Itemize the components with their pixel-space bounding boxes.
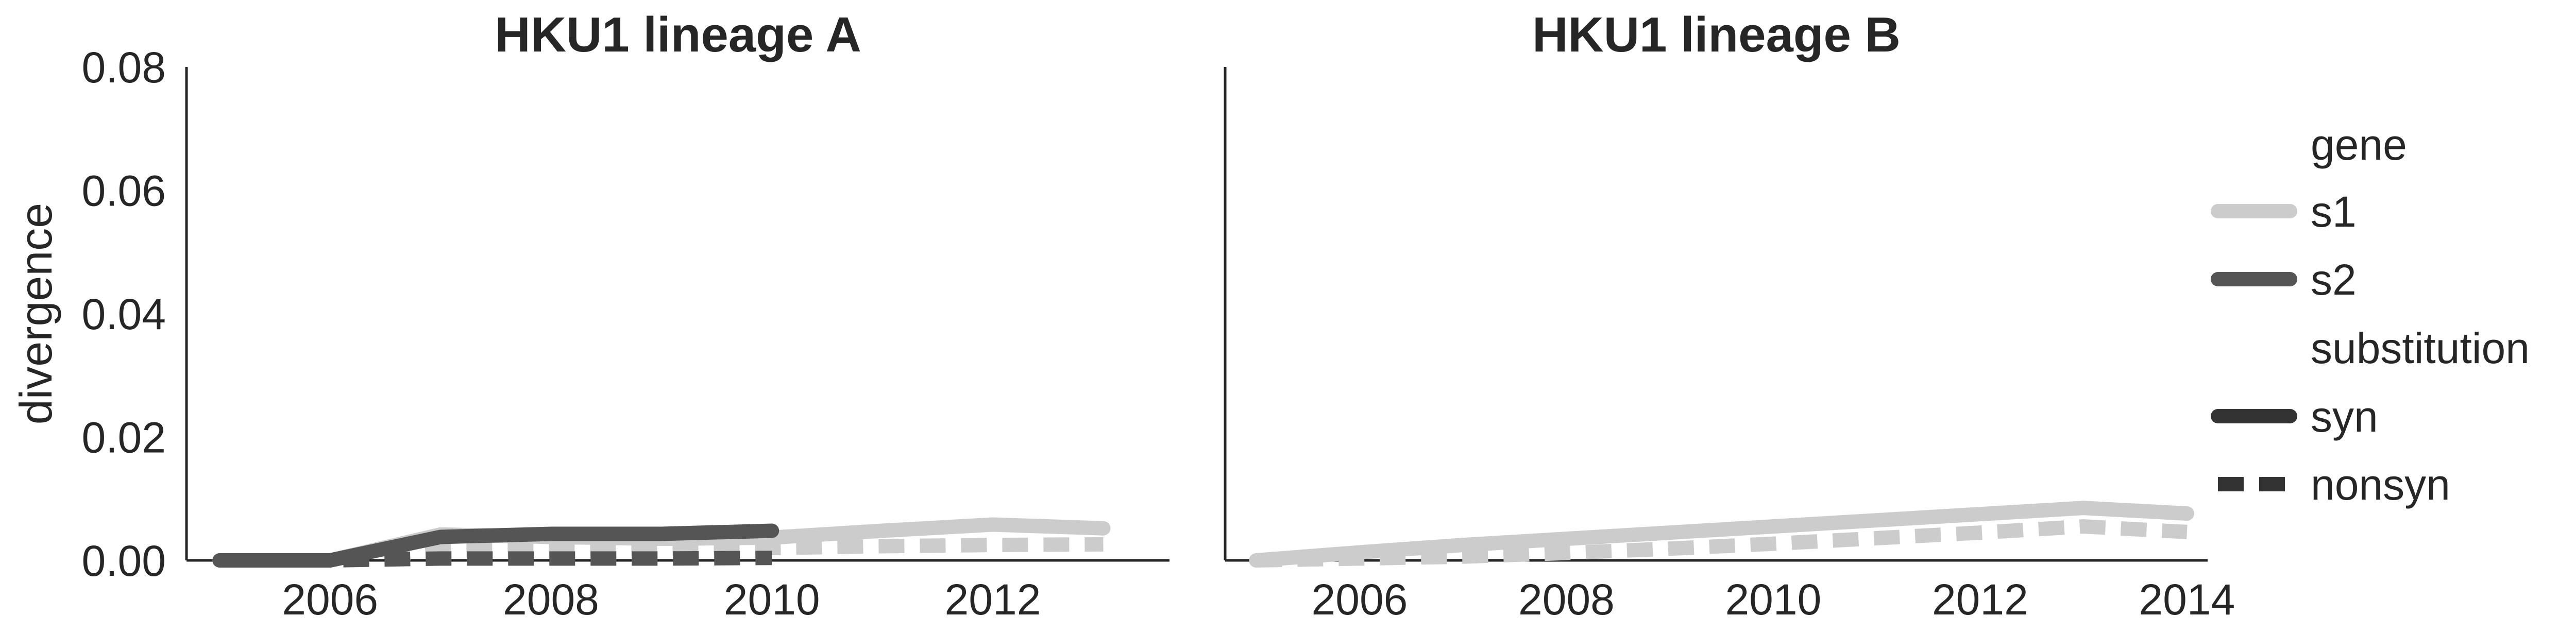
- x-tick-label: 2014: [2139, 575, 2235, 624]
- legend-label-s1: s1: [2311, 187, 2357, 236]
- x-tick-label: 2008: [1518, 575, 1615, 624]
- series-line-s1-syn: [1249, 501, 2194, 568]
- legend-label-syn: syn: [2311, 392, 2378, 441]
- legend-label-s2: s2: [2311, 255, 2357, 304]
- chart-title-lineage-a: HKU1 lineage A: [495, 7, 861, 62]
- x-tick-label: 2008: [503, 575, 599, 624]
- y-axis-label: divergence: [10, 203, 61, 425]
- y-tick-label: 0.08: [82, 43, 166, 92]
- legend: gene s1 s2 substitution syn nonsyn: [2211, 121, 2530, 509]
- legend-label-nonsyn: nonsyn: [2311, 460, 2450, 509]
- panel-lineage-a: HKU1 lineage A 2006 2008 2010 2012 0.00 0.02 0.…: [10, 7, 1170, 624]
- series-line-s2-syn: [212, 523, 779, 568]
- x-tick-label: 2012: [1932, 575, 2028, 624]
- x-tick-label: 2010: [724, 575, 820, 624]
- x-tick-label: 2012: [945, 575, 1041, 624]
- panel-lineage-b: HKU1 lineage B 2006 2008 2010 2012 2014: [1224, 7, 2235, 624]
- x-tick-label: 2010: [1725, 575, 1821, 624]
- y-tick-label: 0.00: [82, 537, 166, 585]
- legend-title-gene: gene: [2311, 121, 2407, 169]
- y-tick-label: 0.02: [82, 414, 166, 462]
- y-tick-label: 0.06: [82, 167, 166, 215]
- series-line-s1-nonsyn: [1256, 519, 2188, 568]
- y-tick-label: 0.04: [82, 290, 166, 338]
- x-tick-label: 2006: [282, 575, 378, 624]
- x-tick-label: 2006: [1312, 575, 1408, 624]
- chart-title-lineage-b: HKU1 lineage B: [1532, 7, 1901, 62]
- legend-title-substitution: substitution: [2311, 324, 2530, 372]
